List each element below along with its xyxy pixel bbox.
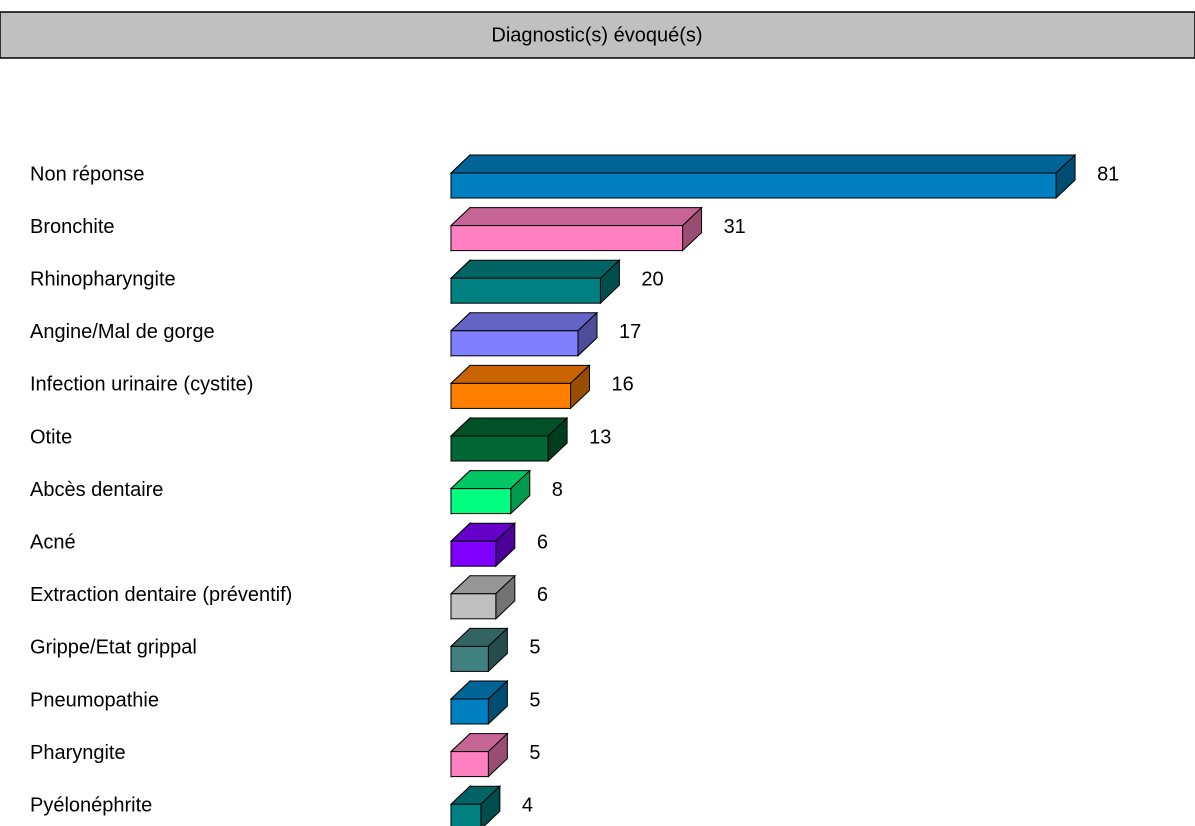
bar (450, 803, 482, 826)
value-label: 17 (619, 321, 641, 343)
bar (450, 698, 489, 725)
bar (450, 330, 579, 357)
bar (450, 540, 497, 567)
chart-title: Diagnostic(s) évoqué(s) (491, 24, 702, 46)
bar-top (449, 312, 599, 332)
category-label: Non réponse (30, 163, 145, 185)
category-label: Pharyngite (30, 742, 126, 764)
bar-top (449, 154, 1077, 174)
bar (450, 488, 512, 515)
value-label: 6 (537, 531, 548, 553)
bar-top (449, 364, 591, 384)
header-bar (0, 11, 1195, 59)
bar-top (449, 207, 703, 227)
value-label: 16 (612, 374, 634, 396)
bar (450, 593, 497, 620)
value-label: 20 (641, 268, 663, 290)
value-label: 5 (529, 637, 540, 659)
category-label: Extraction dentaire (préventif) (30, 584, 292, 606)
bar (450, 645, 489, 672)
value-label: 5 (529, 742, 540, 764)
value-label: 5 (529, 689, 540, 711)
value-label: 6 (537, 584, 548, 606)
bar (450, 751, 489, 778)
bar (450, 382, 572, 409)
category-label: Abcès dentaire (30, 479, 163, 501)
value-label: 81 (1097, 163, 1119, 185)
category-label: Infection urinaire (cystite) (30, 374, 253, 396)
bar (450, 277, 601, 304)
bar (450, 435, 549, 462)
bar (450, 225, 684, 252)
category-label: Pneumopathie (30, 689, 159, 711)
category-label: Otite (30, 426, 72, 448)
value-label: 4 (522, 794, 533, 816)
category-label: Rhinopharyngite (30, 268, 176, 290)
category-label: Acné (30, 531, 76, 553)
bar-top (449, 259, 621, 279)
category-label: Grippe/Etat grippal (30, 637, 197, 659)
bar (450, 172, 1057, 199)
category-label: Bronchite (30, 216, 115, 238)
bar-top (449, 417, 569, 437)
value-label: 8 (552, 479, 563, 501)
category-label: Angine/Mal de gorge (30, 321, 215, 343)
value-label: 13 (589, 426, 611, 448)
value-label: 31 (724, 216, 746, 238)
category-label: Pyélonéphrite (30, 794, 152, 816)
